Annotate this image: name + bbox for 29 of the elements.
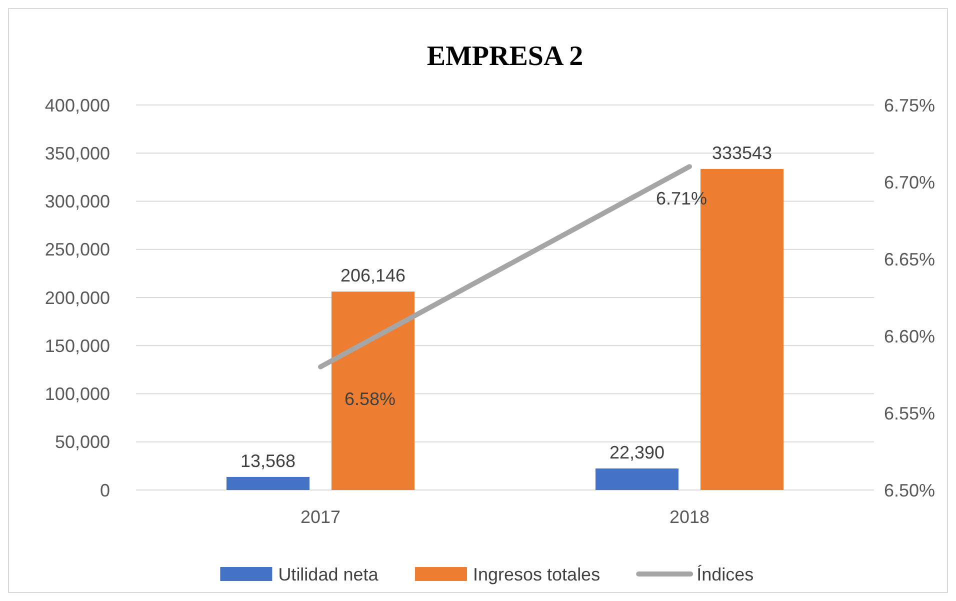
data-label: 22,390 [609,442,665,462]
y2-tick-label: 6.65% [884,249,936,270]
data-label: 6.58% [344,388,396,409]
chart-title: EMPRESA 2 [426,41,584,72]
x-tick-label: 2018 [669,507,710,527]
bar [332,292,414,490]
bar [596,468,678,490]
legend-label: Utilidad neta [278,564,380,584]
y2-tick-label: 6.50% [884,480,936,500]
y-tick-label: 100,000 [44,384,110,404]
y-tick-label: 250,000 [44,240,110,260]
y2-tick-label: 6.60% [884,326,936,346]
y-tick-label: 350,000 [44,143,110,164]
y-tick-label: 400,000 [44,95,110,116]
legend-label: Índices [696,564,754,584]
data-label: 206,146 [340,266,406,286]
data-label: 333543 [712,142,772,163]
x-tick-label: 2017 [300,507,341,527]
y-tick-label: 50,000 [54,432,110,452]
legend-label: Ingresos totales [473,564,600,584]
y2-tick-label: 6.75% [884,95,936,116]
y-tick-label: 300,000 [44,192,110,212]
y-tick-label: 0 [100,480,110,500]
y2-tick-label: 6.70% [884,172,936,192]
y-tick-label: 200,000 [44,288,110,308]
bar [226,476,310,490]
y2-tick-label: 6.55% [884,403,936,424]
y-tick-label: 150,000 [44,336,110,356]
data-label: 13,568 [240,450,296,471]
